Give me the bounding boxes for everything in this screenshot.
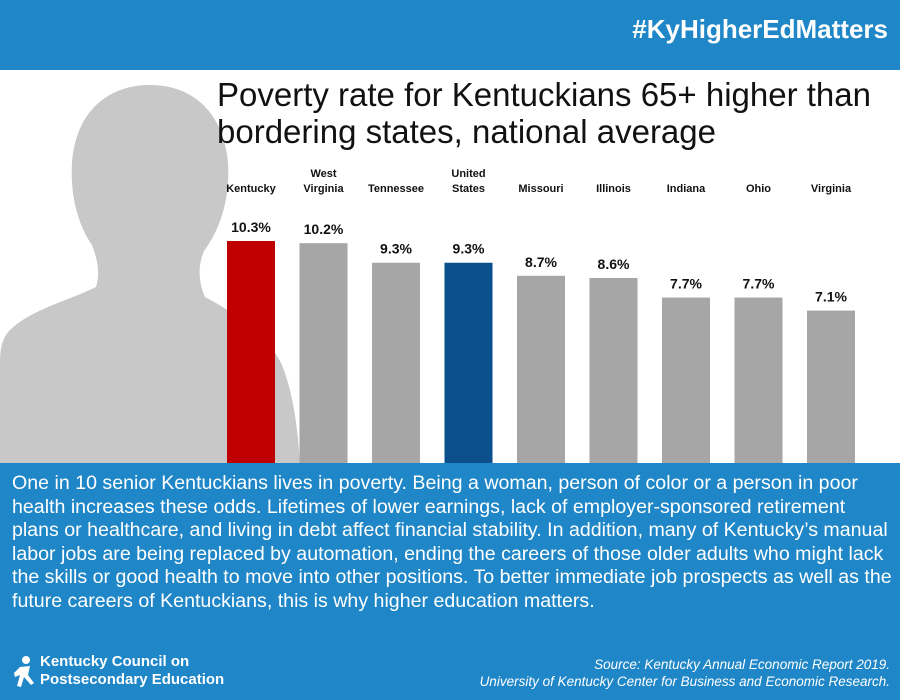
header-band: #KyHigherEdMatters xyxy=(0,0,900,70)
logo-line-1: Kentucky Council on xyxy=(40,653,190,670)
category-label: Virginia xyxy=(303,183,344,195)
logo-text: Kentucky Council on Postsecondary Educat… xyxy=(40,653,224,689)
category-label: Tennessee xyxy=(368,183,424,195)
data-label: 10.3% xyxy=(231,219,271,235)
bar xyxy=(662,297,710,465)
bar xyxy=(227,241,275,465)
category-label: Virginia xyxy=(811,183,852,195)
runner-icon xyxy=(14,656,34,687)
bar xyxy=(734,297,783,465)
category-label: Illinois xyxy=(596,183,631,195)
bar xyxy=(589,277,638,465)
category-label: Missouri xyxy=(518,183,563,195)
bar xyxy=(372,262,420,465)
bar xyxy=(517,275,565,465)
bar-chart: 10.3% Kentucky 10.2% West Virginia 9.3% Tennes… xyxy=(226,168,855,465)
data-label: 7.7% xyxy=(670,276,702,292)
bar xyxy=(444,262,493,465)
bar xyxy=(807,310,855,465)
logo-line-2: Postsecondary Education xyxy=(40,671,225,688)
source-line-1: Source: Kentucky Annual Economic Report … xyxy=(594,657,890,672)
data-label: 10.2% xyxy=(304,221,344,237)
source-line-2: University of Kentucky Center for Busine… xyxy=(479,674,890,689)
data-label: 8.7% xyxy=(525,254,557,270)
data-label: 8.6% xyxy=(598,256,630,272)
category-label: Ohio xyxy=(746,183,771,195)
bar xyxy=(299,243,348,465)
category-label: States xyxy=(452,183,485,195)
data-label: 7.1% xyxy=(815,289,847,305)
hashtag: #KyHigherEdMatters xyxy=(632,14,888,44)
source-citation: Source: Kentucky Annual Economic Report … xyxy=(480,656,890,690)
chart-title: Poverty rate for Kentuckians 65+ higher … xyxy=(217,76,871,150)
data-label: 7.7% xyxy=(743,276,775,292)
footer-band xyxy=(0,463,900,700)
person-silhouette-icon xyxy=(0,85,300,465)
category-label: United xyxy=(451,168,485,180)
body-paragraph: One in 10 senior Kentuckians lives in po… xyxy=(12,472,892,612)
category-label: Kentucky xyxy=(226,183,276,195)
category-label: Indiana xyxy=(667,183,706,195)
data-label: 9.3% xyxy=(380,241,412,257)
data-label: 9.3% xyxy=(453,241,485,257)
category-label: West xyxy=(310,168,336,180)
cpe-logo[interactable]: Kentucky Council on Postsecondary Educat… xyxy=(12,653,272,695)
